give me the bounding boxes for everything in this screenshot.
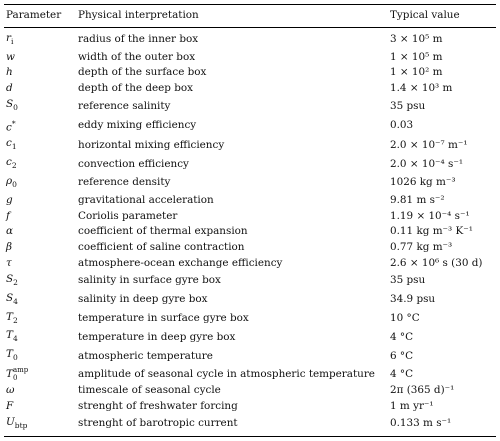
value-cell: 2.0 × 10⁻⁴ s⁻¹ — [390, 157, 463, 170]
param-cell: h — [6, 66, 13, 79]
value-cell: 6 °C — [390, 349, 414, 362]
interpretation-cell: timescale of seasonal cycle — [78, 383, 221, 396]
interpretation-cell: horizontal mixing efficiency — [78, 138, 225, 151]
param-cell: F — [6, 399, 14, 412]
interpretation-cell: reference salinity — [78, 99, 171, 112]
value-cell: 3 × 10⁵ m — [390, 33, 443, 46]
param-cell: Ubtp — [4, 414, 76, 438]
value-cell: 35 psu — [390, 274, 426, 287]
interpretation-cell: gravitational acceleration — [78, 193, 214, 206]
interpretation-cell: width of the outer box — [78, 50, 196, 63]
table-row: ρ0 reference density 1026 kg m⁻³ — [4, 174, 496, 193]
value-cell: 1.19 × 10⁻⁴ s⁻¹ — [390, 209, 470, 222]
param-cell: f — [6, 209, 10, 222]
param-cell: S4 — [6, 291, 18, 306]
table-row: τ atmosphere-ocean exchange efficiency 2.6… — [4, 256, 496, 272]
value-cell: 1026 kg m⁻³ — [390, 176, 456, 189]
interpretation-cell: reference density — [78, 176, 171, 189]
interpretation-cell: salinity in surface gyre box — [78, 274, 221, 287]
value-cell: 10 °C — [390, 312, 420, 325]
table-row: c* eddy mixing efficiency 0.03 — [4, 116, 496, 136]
interpretation-cell: temperature in surface gyre box — [78, 312, 249, 325]
table-row: S2 salinity in surface gyre box 35 psu — [4, 272, 496, 291]
table-header-row: Parameter Physical interpretation Typica… — [4, 4, 496, 28]
table-row: c1 horizontal mixing efficiency 2.0 × 10⁻⁷… — [4, 136, 496, 155]
param-cell: ri — [6, 31, 14, 46]
value-cell: 35 psu — [390, 99, 426, 112]
interpretation-cell: coefficient of saline contraction — [78, 241, 245, 254]
param-cell: c* — [6, 118, 16, 134]
interpretation-cell: Coriolis parameter — [78, 209, 178, 222]
param-cell: g — [6, 193, 13, 206]
table-row: ω timescale of seasonal cycle 2π (365 d)⁻¹ — [4, 383, 496, 399]
table-row: f Coriolis parameter 1.19 × 10⁻⁴ s⁻¹ — [4, 209, 496, 225]
interpretation-cell: radius of the inner box — [78, 33, 199, 46]
interpretation-cell: atmosphere-ocean exchange efficiency — [78, 257, 283, 270]
value-cell: 0.77 kg m⁻³ — [390, 241, 453, 254]
table-row: h depth of the surface box 1 × 10² m — [4, 65, 496, 81]
table-row: T4 temperature in deep gyre box 4 °C — [4, 328, 496, 347]
header-interpretation: Physical interpretation — [76, 4, 388, 28]
value-cell: 4 °C — [390, 367, 414, 380]
value-cell: 34.9 psu — [390, 293, 436, 306]
param-cell: w — [6, 50, 15, 63]
interpretation-cell: strenght of barotropic current — [76, 414, 388, 438]
table-row: α coefficient of thermal expansion 0.11 kg… — [4, 224, 496, 240]
param-cell: c1 — [6, 137, 17, 152]
value-cell: 9.81 m s⁻² — [390, 193, 445, 206]
table-row: β coefficient of saline contraction 0.77 k… — [4, 240, 496, 256]
value-cell: 2π (365 d)⁻¹ — [390, 383, 455, 396]
param-cell: ω — [6, 383, 15, 396]
param-cell: c2 — [6, 156, 17, 171]
value-cell: 1.4 × 10³ m — [390, 82, 453, 95]
interpretation-cell: temperature in deep gyre box — [78, 330, 236, 343]
parameter-table: Parameter Physical interpretation Typica… — [4, 4, 496, 438]
table-row: d depth of the deep box 1.4 × 10³ m — [4, 81, 496, 97]
table-row: w width of the outer box 1 × 10⁵ m — [4, 50, 496, 66]
param-cell: T0 — [6, 348, 18, 363]
param-cell: T4 — [6, 329, 18, 344]
interpretation-cell: depth of the surface box — [78, 66, 207, 79]
table-row: g gravitational acceleration 9.81 m s⁻² — [4, 193, 496, 209]
param-cell: ρ0 — [6, 174, 17, 190]
param-cell: S0 — [6, 98, 18, 113]
param-cell: τ — [6, 257, 12, 270]
value-cell: 1 m yr⁻¹ — [390, 399, 434, 412]
param-cell: T2 — [6, 310, 18, 325]
table-row: T0 atmospheric temperature 6 °C — [4, 347, 496, 366]
header-parameter: Parameter — [4, 4, 76, 28]
interpretation-cell: salinity in deep gyre box — [78, 293, 208, 306]
param-cell: S2 — [6, 272, 18, 287]
value-cell: 1 × 10⁵ m — [390, 50, 443, 63]
table-row: T2 temperature in surface gyre box 10 °C — [4, 310, 496, 329]
value-cell: 2.0 × 10⁻⁷ m⁻¹ — [390, 138, 468, 151]
value-cell: 0.03 — [390, 119, 414, 132]
table-row: ri radius of the inner box 3 × 10⁵ m — [4, 27, 496, 49]
parameter-table-container: Parameter Physical interpretation Typica… — [4, 4, 496, 438]
interpretation-cell: strenght of freshwater forcing — [78, 399, 238, 412]
value-cell: 4 °C — [390, 330, 414, 343]
value-cell: 0.133 m s⁻¹ — [388, 414, 496, 438]
interpretation-cell: depth of the deep box — [78, 82, 194, 95]
interpretation-cell: convection efficiency — [78, 157, 189, 170]
param-cell: d — [6, 82, 13, 95]
table-body: ri radius of the inner box 3 × 10⁵ m w width… — [4, 27, 496, 438]
table-row: S0 reference salinity 35 psu — [4, 97, 496, 116]
table-row: S4 salinity in deep gyre box 34.9 psu — [4, 291, 496, 310]
interpretation-cell: amplitude of seasonal cycle in atmospher… — [78, 367, 375, 380]
table-row: Ubtp strenght of barotropic current 0.133 … — [4, 414, 496, 438]
interpretation-cell: coefficient of thermal expansion — [78, 225, 248, 238]
value-cell: 1 × 10² m — [390, 66, 443, 79]
interpretation-cell: eddy mixing efficiency — [78, 119, 197, 132]
table-row: c2 convection efficiency 2.0 × 10⁻⁴ s⁻¹ — [4, 155, 496, 174]
param-cell: α — [6, 225, 14, 238]
value-cell: 2.6 × 10⁶ s (30 d) — [390, 257, 483, 270]
param-cell: β — [6, 241, 13, 254]
header-value: Typical value — [388, 4, 496, 28]
interpretation-cell: atmospheric temperature — [78, 349, 213, 362]
value-cell: 0.11 kg m⁻³ K⁻¹ — [390, 225, 473, 238]
